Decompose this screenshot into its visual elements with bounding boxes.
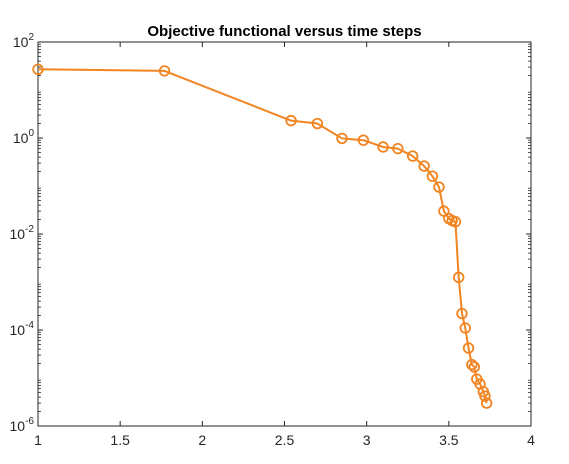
data-point [449,216,462,228]
data-point [479,390,491,402]
data-point [392,142,404,155]
data-point [468,361,481,373]
data-point [426,170,439,182]
major-ticks [37,41,532,427]
data-point [357,134,370,146]
y-tick-labels: 10-6 10-4 10-2 100 102 [10,32,35,434]
y-tick-label: 100 [13,128,35,146]
data-point [32,63,44,75]
data-point [462,342,475,354]
data-point [456,307,468,320]
y-tick-label: 10-6 [10,416,35,434]
series-layer [32,63,493,409]
data-point [377,141,389,153]
data-point [418,160,430,172]
y-tick-label: 102 [13,32,35,50]
x-tick-label: 1 [34,432,42,448]
x-tick-label: 3.5 [439,432,459,448]
data-point [466,358,478,371]
data-point [158,65,171,77]
x-tick-label: 3 [363,432,371,448]
x-tick-label: 1.5 [110,432,130,448]
data-point [433,181,445,193]
data-point [311,117,324,130]
y-tick-label: 10-4 [10,320,35,338]
minor-ticks [38,43,531,412]
data-point [480,397,493,409]
x-tick-label: 2.5 [275,432,295,448]
chart-title: Objective functional versus time steps [147,23,421,40]
data-point [452,271,465,284]
x-tick-label: 4 [527,432,535,448]
x-tick-label: 2 [198,432,206,448]
y-tick-label: 10-2 [10,224,35,242]
x-tick-labels: 1 1.5 2 2.5 3 3.5 4 [34,432,535,448]
data-point [406,150,419,162]
plot-area [37,41,532,427]
data-point [459,322,471,334]
data-point [336,132,348,145]
data-point [285,114,297,127]
